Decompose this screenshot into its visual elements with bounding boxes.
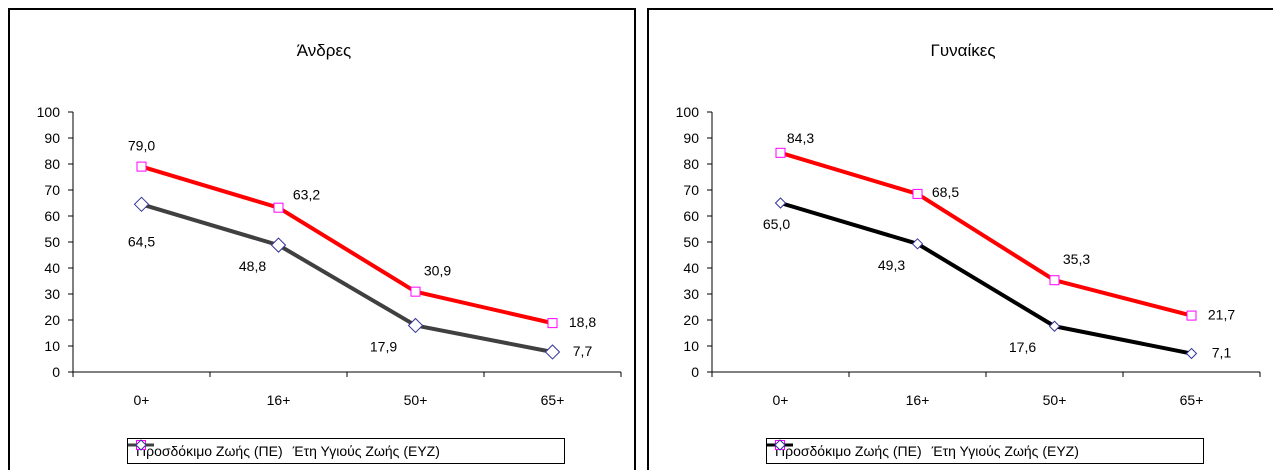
series-point-square — [136, 161, 147, 172]
legend-key-diamond-icon — [767, 439, 793, 451]
data-label: 68,5 — [932, 184, 959, 200]
y-tick-label: 60 — [683, 208, 699, 224]
chart-panel-men: Άνδρες 0 10 20 30 40 50 60 70 80 90 100 0+ 16+ 50+ 65+ 7… — [8, 8, 636, 470]
legend-item-healthy-years: Έτη Υγιούς Ζωής (ΕΥΖ) — [767, 439, 1079, 459]
legend-label: Έτη Υγιούς Ζωής (ΕΥΖ) — [931, 443, 1079, 459]
y-tick-label: 30 — [683, 286, 699, 302]
series-point-square — [1049, 275, 1060, 286]
data-label: 17,9 — [370, 338, 397, 354]
series-point-diamond — [133, 196, 150, 213]
legend-label: Προσδόκιμο Ζωής (ΠΕ) — [775, 443, 922, 459]
data-label: 7,7 — [573, 343, 593, 359]
series-point-square — [273, 202, 284, 213]
series-point-diamond — [911, 238, 924, 250]
legend-key-diamond-icon — [128, 439, 154, 451]
legend-label: Έτη Υγιούς Ζωής (ΕΥΖ) — [292, 443, 440, 459]
x-tick-label: 16+ — [906, 392, 930, 408]
series-line-1 — [779, 201, 1192, 356]
x-tick-label: 65+ — [1180, 392, 1204, 408]
series-point-square — [775, 147, 786, 158]
data-label: 79,0 — [128, 138, 155, 154]
series-point-diamond — [1048, 320, 1061, 332]
data-label: 64,5 — [128, 233, 155, 249]
y-tick-label: 10 — [44, 338, 60, 354]
y-tick-label: 80 — [683, 156, 699, 172]
x-tick-label: 0+ — [773, 392, 789, 408]
y-tick-label: 20 — [683, 312, 699, 328]
x-tick-label: 50+ — [404, 392, 428, 408]
y-tick-label: 90 — [44, 130, 60, 146]
chart-panel-women: Γυναίκες 0 10 20 30 40 50 60 70 80 90 100 0+ 16+ 50+ 65… — [647, 8, 1273, 470]
y-tick-label: 90 — [683, 130, 699, 146]
data-label: 30,9 — [424, 263, 451, 279]
data-label: 17,6 — [1009, 339, 1036, 355]
chart-svg-women: Γυναίκες 0 10 20 30 40 50 60 70 80 90 100 0+ 16+ 50+ 65… — [676, 41, 1261, 408]
chart-svg-men: Άνδρες 0 10 20 30 40 50 60 70 80 90 100 0+ 16+ 50+ 65+ 7… — [37, 41, 622, 408]
series-line-0 — [779, 150, 1192, 318]
y-tick-label: 20 — [44, 312, 60, 328]
data-label: 48,8 — [239, 258, 266, 274]
y-tick-label: 30 — [44, 286, 60, 302]
series-point-square — [912, 188, 923, 199]
series-point-diamond — [1185, 347, 1198, 360]
series-point-square — [1186, 310, 1197, 321]
y-tick-label: 0 — [691, 364, 699, 380]
y-tick-label: 40 — [683, 260, 699, 276]
data-label: 84,3 — [787, 130, 814, 146]
y-tick-label: 100 — [37, 104, 61, 120]
data-label: 63,2 — [293, 187, 320, 203]
series-point-diamond — [774, 197, 787, 209]
y-tick-label: 40 — [44, 260, 60, 276]
series-point-diamond — [407, 317, 424, 334]
y-tick-label: 0 — [52, 364, 60, 380]
data-label: 65,0 — [763, 216, 790, 232]
legend-item-healthy-years: Έτη Υγιούς Ζωής (ΕΥΖ) — [128, 439, 440, 459]
data-label: 35,3 — [1063, 251, 1090, 267]
series-point-diamond — [544, 344, 561, 360]
legend-item-life-expectancy: Προσδόκιμο Ζωής (ΠΕ) — [767, 440, 922, 459]
chart-title: Γυναίκες — [930, 41, 995, 60]
data-label: 49,3 — [878, 257, 905, 273]
chart-legend: Προσδόκιμο Ζωής (ΠΕ) Έτη Υγιούς Ζωής (ΕΥ… — [766, 438, 1204, 464]
data-label: 7,1 — [1212, 345, 1232, 361]
x-tick-label: 16+ — [267, 392, 291, 408]
data-label: 21,7 — [1208, 307, 1235, 323]
series-point-square — [410, 286, 421, 297]
legend-item-life-expectancy: Προσδόκιμο Ζωής (ΠΕ) — [128, 440, 283, 459]
series-point-square — [547, 318, 558, 329]
x-tick-label: 65+ — [541, 392, 565, 408]
chart-title: Άνδρες — [297, 41, 351, 60]
x-tick-label: 0+ — [134, 392, 150, 408]
y-tick-label: 70 — [683, 182, 699, 198]
series-line-1 — [140, 202, 553, 354]
y-tick-label: 50 — [44, 234, 60, 250]
legend-label: Προσδόκιμο Ζωής (ΠΕ) — [136, 443, 283, 459]
y-tick-label: 100 — [676, 104, 700, 120]
series-point-diamond — [270, 237, 287, 253]
y-tick-label: 10 — [683, 338, 699, 354]
y-tick-label: 70 — [44, 182, 60, 198]
y-tick-label: 50 — [683, 234, 699, 250]
y-tick-label: 60 — [44, 208, 60, 224]
chart-legend: Προσδόκιμο Ζωής (ΠΕ) Έτη Υγιούς Ζωής (ΕΥ… — [127, 438, 565, 464]
y-tick-label: 80 — [44, 156, 60, 172]
x-tick-label: 50+ — [1043, 392, 1067, 408]
data-label: 18,8 — [569, 314, 596, 330]
series-line-0 — [140, 164, 553, 326]
